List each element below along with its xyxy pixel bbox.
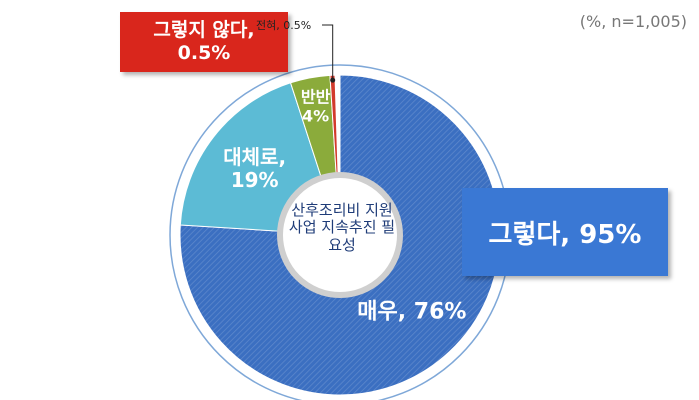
leader-line <box>322 24 334 81</box>
value-label: 대체로, 19% <box>223 144 287 192</box>
value-label: 매우, 76% <box>357 298 467 324</box>
agree-box: 그렇다, 95% <box>462 188 668 276</box>
note: (%, n=1,005) <box>579 12 687 31</box>
value-label: 전혀, 0.5% <box>256 19 312 32</box>
value-label: 반반 4% <box>300 87 331 126</box>
segment-hatch <box>180 75 501 395</box>
disagree-box: 그렇지 않다, 0.5% <box>120 12 288 72</box>
center-label: 산후조리비 지원사업 지속추진 필요성 <box>288 201 396 254</box>
center-circle <box>277 172 403 298</box>
